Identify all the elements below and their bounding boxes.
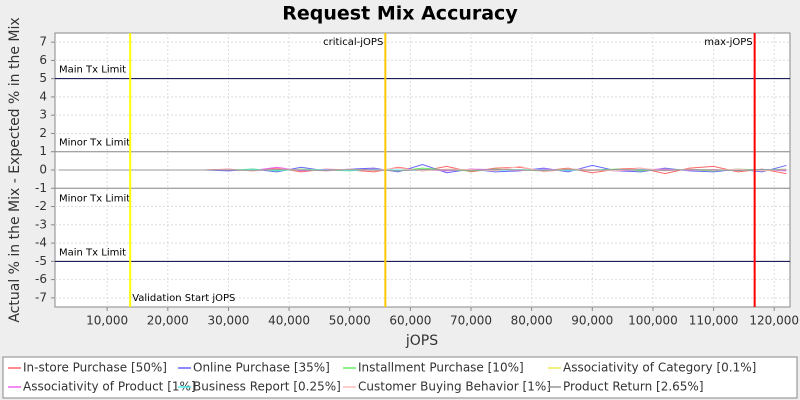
y-tick-label: 4	[39, 89, 47, 103]
chart-title: Request Mix Accuracy	[282, 3, 518, 25]
legend-label: Associativity of Category [0.1%]	[563, 361, 756, 375]
legend-box	[2, 356, 798, 399]
limit-label: Minor Tx Limit	[59, 138, 130, 149]
x-tick-label: 70,000	[450, 314, 492, 328]
x-tick-label: 110,000	[689, 314, 739, 328]
y-tick-label: 7	[39, 35, 47, 49]
y-tick-label: 2	[39, 126, 47, 140]
legend-label: Product Return [2.65%]	[563, 380, 704, 394]
x-axis-label: jOPS	[405, 333, 438, 349]
limit-label: Minor Tx Limit	[59, 193, 130, 204]
y-tick-label: -6	[35, 272, 47, 286]
y-tick-label: -1	[35, 181, 47, 195]
legend-label: Business Report [0.25%]	[193, 380, 341, 394]
x-tick-label: 20,000	[147, 314, 189, 328]
marker-label: max-jOPS	[704, 37, 752, 48]
y-tick-label: 3	[39, 108, 47, 122]
x-tick-label: 10,000	[86, 314, 128, 328]
y-tick-label: -3	[35, 217, 47, 231]
y-tick-label: 6	[39, 53, 47, 67]
x-tick-label: 80,000	[511, 314, 553, 328]
x-tick-label: 40,000	[268, 314, 310, 328]
y-tick-label: -2	[35, 199, 47, 213]
legend-label: Installment Purchase [10%]	[358, 361, 524, 375]
x-tick-label: 30,000	[207, 314, 249, 328]
limit-label: Main Tx Limit	[59, 247, 126, 258]
x-tick-label: 90,000	[571, 314, 613, 328]
y-tick-label: -4	[35, 236, 47, 250]
x-tick-label: 120,000	[749, 314, 799, 328]
y-tick-label: 0	[39, 163, 47, 177]
series-line	[58, 168, 787, 172]
legend-label: In-store Purchase [50%]	[23, 361, 167, 375]
y-tick-label: -7	[35, 290, 47, 304]
y-tick-label: 1	[39, 144, 47, 158]
x-tick-label: 60,000	[389, 314, 431, 328]
legend-label: Online Purchase [35%]	[193, 361, 330, 375]
y-axis-label: Actual % in the Mix - Expected % in the …	[7, 17, 23, 322]
legend-label: Customer Buying Behavior [1%]	[358, 380, 551, 394]
legend-label: Associativity of Product [1%]	[23, 380, 196, 394]
x-tick-label: 100,000	[628, 314, 678, 328]
y-tick-label: 5	[39, 71, 47, 85]
marker-label: Validation Start jOPS	[132, 293, 235, 304]
limit-label: Main Tx Limit	[59, 65, 126, 76]
marker-label: critical-jOPS	[323, 37, 383, 48]
x-tick-label: 50,000	[329, 314, 371, 328]
y-tick-label: -5	[35, 254, 47, 268]
